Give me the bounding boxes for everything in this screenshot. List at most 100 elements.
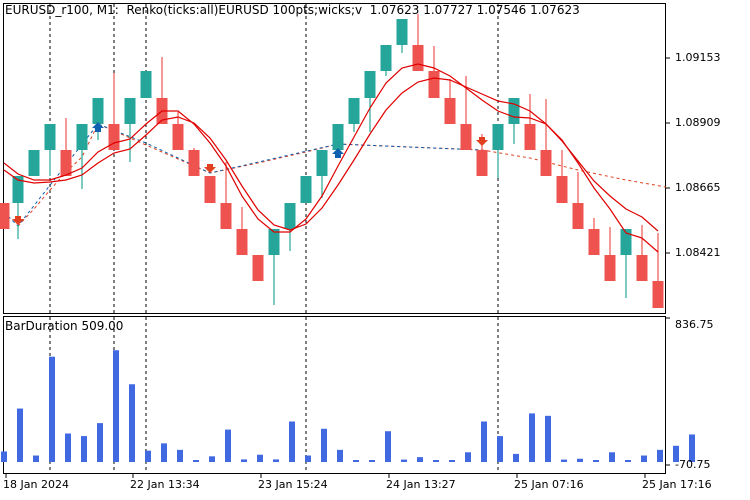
candle-body: [268, 229, 280, 255]
buy-arrow-icon: [92, 122, 104, 132]
time-label: 25 Jan 07:16: [514, 478, 584, 491]
candle-body: [92, 98, 104, 124]
candle-body: [524, 124, 536, 150]
duration-bar: [337, 449, 343, 462]
candle-body: [76, 124, 88, 150]
duration-bar: [305, 455, 311, 462]
sell-arrow-icon: [204, 164, 216, 173]
bar-duration-panel[interactable]: [3, 316, 666, 474]
candle-body: [284, 203, 296, 229]
duration-bar: [609, 452, 615, 462]
duration-bar: [385, 431, 391, 462]
candle-body: [124, 98, 136, 124]
candle-body: [444, 98, 456, 124]
duration-bar: [513, 453, 519, 462]
duration-bar: [17, 408, 23, 462]
duration-bar: [369, 460, 375, 462]
candle-body: [428, 71, 440, 98]
candle-body: [604, 255, 616, 281]
candle-body: [332, 124, 344, 150]
moving-average-line: [3, 63, 659, 253]
candle-body: [220, 203, 232, 229]
candle-body: [396, 19, 408, 45]
duration-bar: [177, 449, 183, 462]
indicator-title: BarDuration 509.00: [5, 319, 124, 333]
duration-bar: [113, 350, 119, 462]
duration-bar: [97, 423, 103, 462]
candle-body: [188, 150, 200, 176]
candle-body: [28, 150, 40, 176]
candle-body: [460, 124, 472, 150]
candle-body: [60, 150, 72, 176]
duration-bar: [433, 460, 439, 462]
duration-bar: [689, 434, 695, 462]
candle-body: [236, 229, 248, 255]
candle-body: [476, 150, 488, 176]
candle-body: [204, 176, 216, 203]
duration-bar: [33, 455, 39, 462]
chart-title: EURUSD_r100, M1: Renko(ticks:all)EURUSD …: [5, 3, 580, 17]
candle-body: [140, 71, 152, 98]
candle-body: [108, 124, 120, 150]
candle-body: [412, 45, 424, 71]
candle-body: [492, 124, 504, 150]
candle-body: [12, 176, 24, 203]
candle-body: [572, 203, 584, 229]
price-label: 1.08909: [675, 116, 721, 129]
time-label: 23 Jan 15:24: [258, 478, 328, 491]
time-label: 22 Jan 13:34: [130, 478, 200, 491]
duration-bar: [145, 450, 151, 462]
duration-bar: [673, 445, 679, 462]
duration-bar: [449, 460, 455, 462]
duration-bar: [641, 455, 647, 462]
indicator-max-label: 836.75: [675, 318, 714, 331]
candle-body: [620, 229, 632, 255]
time-label: 18 Jan 2024: [3, 478, 69, 491]
duration-bar: [1, 451, 7, 462]
duration-bar: [241, 459, 247, 462]
candle-body: [380, 45, 392, 71]
duration-bar: [625, 460, 631, 462]
buy-arrow-icon: [332, 148, 344, 158]
candle-body: [556, 176, 568, 203]
duration-bar: [353, 460, 359, 462]
candle-body: [252, 255, 264, 281]
sell-arrow-icon: [476, 137, 488, 146]
price-label: 1.08421: [675, 246, 721, 259]
duration-bar: [561, 459, 567, 462]
candle-body: [172, 124, 184, 150]
duration-bar: [481, 421, 487, 462]
candle-body: [636, 255, 648, 281]
price-label: 1.08665: [675, 181, 721, 194]
candle-body: [364, 71, 376, 98]
price-chart-panel[interactable]: [3, 3, 666, 314]
trailing-stop-line: [3, 123, 483, 227]
trailing-stop-line: [17, 123, 667, 227]
candle-body: [540, 150, 552, 176]
duration-bar: [657, 449, 663, 462]
price-label: 1.09153: [675, 51, 721, 64]
candle-body: [588, 229, 600, 255]
time-label: 24 Jan 13:27: [386, 478, 456, 491]
duration-bar: [161, 443, 167, 462]
duration-bar: [193, 460, 199, 462]
candle-body: [348, 98, 360, 124]
candle-body: [652, 281, 664, 308]
duration-bar: [417, 457, 423, 462]
candle-body: [44, 124, 56, 150]
duration-bar: [273, 459, 279, 462]
duration-bar: [321, 428, 327, 462]
candle-body: [316, 150, 328, 176]
duration-bar: [257, 454, 263, 462]
duration-bar: [225, 429, 231, 462]
candle-body: [508, 98, 520, 124]
duration-bar: [289, 421, 295, 462]
duration-bar: [49, 356, 55, 462]
duration-bar: [529, 413, 535, 462]
duration-bar: [545, 415, 551, 462]
duration-bar: [465, 452, 471, 462]
duration-bar: [209, 456, 215, 462]
duration-bar: [129, 384, 135, 462]
candle-body: [300, 176, 312, 203]
